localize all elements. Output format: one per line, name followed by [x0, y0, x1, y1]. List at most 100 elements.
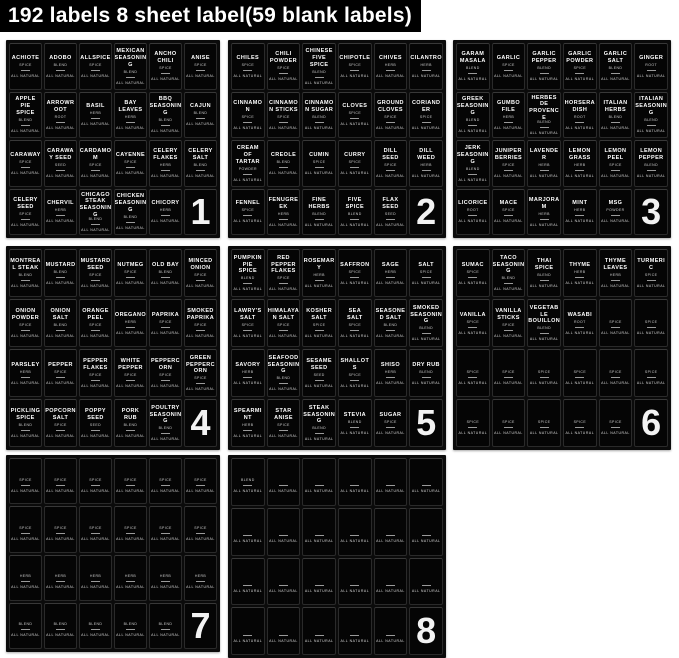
label-divider: [421, 584, 431, 586]
label-footer: ALL NATURAL: [376, 539, 405, 544]
label-name: ONION POWDER: [11, 308, 40, 321]
label-divider: [126, 121, 135, 123]
label-footer: ALL NATURAL: [601, 430, 630, 435]
label-name: GARLIC: [496, 54, 521, 61]
label-subtitle: SPICE: [124, 269, 137, 274]
label-subtitle: SPICE: [502, 369, 515, 374]
label-divider: [196, 581, 205, 583]
label-sheet-5: PUMPKIN PIE SPICE BLEND ALL NATURAL RED PEP…: [228, 246, 446, 450]
spice-label: SAFFRON SPICE ALL NATURAL: [338, 249, 372, 297]
label-name: CAYENNE: [115, 151, 146, 158]
spice-label: ANCHO CHILI SPICE ALL NATURAL: [149, 43, 182, 90]
label-name: SEA SALT: [347, 308, 363, 321]
label-divider: [91, 429, 100, 431]
label-name: SPEARMINT: [233, 408, 262, 421]
label-name: SUGAR: [379, 411, 402, 418]
label-name: CHIVES: [379, 54, 402, 61]
label-subtitle: HERB: [502, 114, 515, 119]
label-footer: ALL NATURAL: [81, 585, 110, 590]
label-footer: ALL NATURAL: [269, 222, 298, 227]
spice-label: VANILLA STICKS SPICE ALL NATURAL: [491, 299, 526, 347]
label-footer: ALL NATURAL: [151, 174, 180, 179]
label-subtitle: SPICE: [194, 322, 207, 327]
label-footer: ALL NATURAL: [376, 125, 405, 130]
spice-label: SPICE ALL NATURAL: [184, 506, 217, 553]
label-name: LEMON PEPPER: [638, 148, 664, 162]
label-footer: ALL NATURAL: [46, 536, 75, 541]
spice-label: ARROWROOT ROOT ALL NATURAL: [44, 91, 77, 138]
label-divider: [314, 121, 324, 123]
label-footer: ALL NATURAL: [186, 585, 215, 590]
label-subtitle: SPICE: [124, 525, 137, 530]
label-name: POPCORN SALT: [45, 408, 76, 421]
spice-label: SPEARMINT HERB ALL NATURAL: [231, 399, 265, 447]
label-divider: [385, 276, 395, 278]
label-divider: [56, 69, 65, 71]
label-footer: ALL NATURAL: [269, 433, 298, 438]
label-footer: ALL NATURAL: [151, 536, 180, 541]
label-name: SESAME SEED: [306, 358, 332, 371]
label-divider: [161, 170, 170, 172]
label-divider: [243, 634, 253, 636]
label-divider: [503, 121, 513, 123]
label-subtitle: HERB: [574, 163, 586, 168]
label-subtitle: BLEND: [537, 326, 551, 331]
label-footer: ALL NATURAL: [46, 333, 75, 338]
label-subtitle: SPICE: [573, 66, 587, 71]
spice-label: SALT SPICE ALL NATURAL: [409, 249, 443, 297]
spice-label: THYME HERB ALL NATURAL: [563, 249, 597, 297]
label-subtitle: BLEND: [312, 69, 326, 74]
spice-label: CILANTRO HERB ALL NATURAL: [409, 43, 443, 90]
label-divider: [503, 170, 513, 172]
sheet-number: 3: [634, 188, 668, 235]
label-name: POULTRY SEASONING: [149, 404, 182, 425]
label-footer: ALL NATURAL: [233, 287, 263, 292]
label-divider: [646, 376, 656, 378]
label-name: MARJORAM: [528, 196, 560, 210]
label-footer: ALL NATURAL: [151, 330, 180, 335]
label-divider: [468, 326, 478, 328]
label-name: CORIANDER: [411, 99, 441, 113]
label-divider: [278, 535, 288, 537]
spice-label: LAVENDER HERB ALL NATURAL: [527, 140, 561, 187]
label-name: STEAK SEASONING: [303, 404, 336, 425]
label-name: CHINESE FIVE SPICE: [305, 47, 333, 68]
spice-label: ACHIOTE SPICE ALL NATURAL: [9, 43, 42, 90]
label-subtitle: HERB: [159, 574, 172, 579]
label-subtitle: POWDER: [606, 208, 625, 213]
label-footer: ALL NATURAL: [411, 280, 441, 285]
label-divider: [243, 535, 253, 537]
label-footer: ALL NATURAL: [636, 283, 666, 288]
label-name: THAI SPICE: [534, 258, 554, 271]
label-footer: ALL NATURAL: [458, 77, 488, 82]
label-subtitle: BLEND: [312, 114, 326, 119]
label-divider: [91, 224, 100, 225]
label-footer: ALL NATURAL: [304, 638, 334, 643]
label-name: JERK SEASONING: [456, 144, 489, 165]
label-divider: [278, 218, 288, 220]
label-footer: ALL NATURAL: [529, 380, 559, 385]
label-footer: ALL NATURAL: [186, 122, 215, 127]
label-footer: ALL NATURAL: [636, 129, 666, 134]
label-subtitle: HERB: [242, 422, 254, 427]
spice-label: ALL NATURAL: [266, 557, 301, 606]
label-divider: [610, 215, 620, 217]
label-subtitle: HERB: [19, 369, 32, 374]
label-name: STAR ANISE: [274, 408, 293, 421]
label-divider: [56, 376, 65, 378]
label-footer: ALL NATURAL: [233, 380, 263, 385]
label-footer: ALL NATURAL: [46, 280, 75, 285]
label-divider: [126, 532, 135, 534]
label-name: SMOKED PAPRIKA: [186, 308, 215, 321]
spice-label: SPICE ALL NATURAL: [491, 349, 526, 397]
label-subtitle: HERB: [277, 211, 290, 216]
label-divider: [350, 118, 360, 120]
label-footer: ALL NATURAL: [46, 488, 75, 493]
spice-label: CHILES SPICE ALL NATURAL: [231, 43, 265, 90]
label-name: CARDAMOM: [79, 148, 112, 162]
spice-label: CINNAMON SUGAR BLEND ALL NATURAL: [302, 91, 336, 138]
label-subtitle: BLEND: [419, 369, 433, 374]
label-name: HERBES DE PROVENCE: [529, 94, 560, 122]
label-footer: ALL NATURAL: [186, 387, 215, 392]
label-name: CREAM OF TARTAR: [235, 144, 260, 165]
